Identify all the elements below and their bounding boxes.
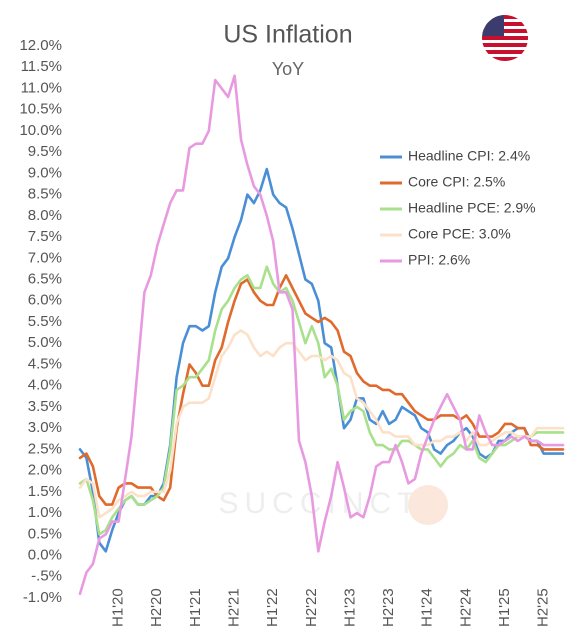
y-tick-label: 3.0% [28, 419, 62, 436]
y-tick-label: 8.0% [28, 207, 62, 224]
x-tick-label: H1'20 [110, 588, 127, 627]
y-tick-label: 5.5% [28, 313, 62, 330]
y-tick-label: 0.0% [28, 547, 62, 564]
y-tick-label: 5.0% [28, 334, 62, 351]
x-tick-label: H2'24 [457, 588, 474, 627]
x-tick-label: H1'25 [496, 588, 513, 627]
y-tick-label: 7.5% [28, 228, 62, 245]
y-tick-label: 1.5% [28, 483, 62, 500]
y-tick-label: -.5% [31, 568, 62, 585]
y-tick-label: 2.5% [28, 440, 62, 457]
y-tick-label: 6.0% [28, 292, 62, 309]
legend-label: Headline CPI: 2.4% [408, 148, 530, 164]
y-tick-label: 0.5% [28, 525, 62, 542]
y-tick-label: 9.0% [28, 164, 62, 181]
x-tick-label: H1'22 [264, 588, 281, 627]
x-tick-label: H2'20 [148, 588, 165, 627]
y-tick-label: 2.0% [28, 462, 62, 479]
x-tick-label: H1'23 [341, 588, 358, 627]
legend-label: Core CPI: 2.5% [408, 174, 505, 190]
y-tick-label: 12.0% [19, 37, 62, 54]
chart-subtitle: YoY [272, 59, 304, 79]
x-tick-label: H1'21 [187, 588, 204, 627]
x-tick-label: H2'21 [226, 588, 243, 627]
y-tick-label: 11.0% [21, 79, 62, 96]
x-tick-label: H1'24 [419, 588, 436, 627]
y-tick-label: 4.0% [28, 377, 62, 394]
series-line [78, 329, 565, 519]
legend-label: Core PCE: 3.0% [408, 226, 511, 242]
y-tick-label: 10.0% [19, 122, 62, 139]
series-line [78, 74, 565, 596]
y-tick-label: 8.5% [28, 186, 62, 203]
y-tick-label: 4.5% [28, 355, 62, 372]
y-tick-label: -1.0% [23, 589, 62, 606]
y-tick-label: 6.5% [28, 271, 62, 288]
y-tick-label: 11.5% [21, 58, 62, 75]
y-tick-label: 3.5% [28, 398, 62, 415]
x-tick-label: H2'25 [535, 588, 552, 627]
y-tick-label: 1.0% [28, 504, 62, 521]
legend-label: Headline PCE: 2.9% [408, 200, 536, 216]
legend-label: PPI: 2.6% [408, 252, 470, 268]
y-tick-label: 10.5% [19, 101, 62, 118]
x-tick-label: H2'23 [380, 588, 397, 627]
x-tick-label: H2'22 [303, 588, 320, 627]
y-tick-label: 9.5% [28, 143, 62, 160]
watermark: SUCCINCT [219, 487, 422, 520]
flag-icon [482, 15, 528, 61]
series-line [78, 274, 565, 506]
y-tick-label: 7.0% [28, 249, 62, 266]
chart-title: US Inflation [223, 21, 352, 49]
watermark-logo [408, 485, 448, 525]
